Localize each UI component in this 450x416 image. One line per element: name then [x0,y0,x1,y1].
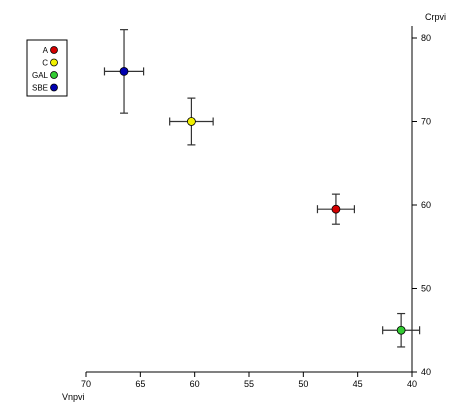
legend-label: SBE [32,84,48,93]
legend-label: C [42,59,48,68]
legend-box [26,39,68,97]
legend-item-a: A [43,46,58,55]
x-tick-label: 55 [244,379,254,389]
y-tick-label: 60 [421,200,431,210]
point-gal [382,312,421,348]
legend-marker [50,58,58,67]
x-tick-label: 40 [407,379,417,389]
point-marker [396,325,406,335]
legend-item-c: C [42,58,58,68]
point-a [316,193,356,225]
x-tick-label: 65 [135,379,145,389]
x-tick-label: 70 [81,379,91,389]
x-tick-label: 60 [190,379,200,389]
legend-marker [50,71,58,79]
legend-marker [50,46,58,54]
legend-item-gal: GAL [32,71,58,80]
point-marker [187,117,196,126]
legend: AC GAL SBE [26,39,68,97]
point-sbe [103,29,145,114]
legend-label: GAL [32,71,49,80]
point-marker [331,204,341,214]
legend-marker [50,83,58,92]
point-c [169,97,214,146]
y-axis-label: Crpvi [425,12,446,22]
point-marker [119,67,129,76]
legend-label: A [43,46,49,55]
x-tick-label: 45 [353,379,363,389]
axes: 70 65 60 55 50 45 40 40 50 60 70 80 [81,26,431,389]
x-axis-label: Vnpvi [62,392,85,402]
y-tick-label: 70 [421,117,431,127]
y-tick-label: 80 [421,33,431,43]
legend-item-sbe: SBE [32,84,58,93]
y-tick-label: 40 [421,367,431,377]
y-tick-label: 50 [421,284,431,294]
x-tick-label: 50 [298,379,308,389]
data-points [103,29,421,348]
